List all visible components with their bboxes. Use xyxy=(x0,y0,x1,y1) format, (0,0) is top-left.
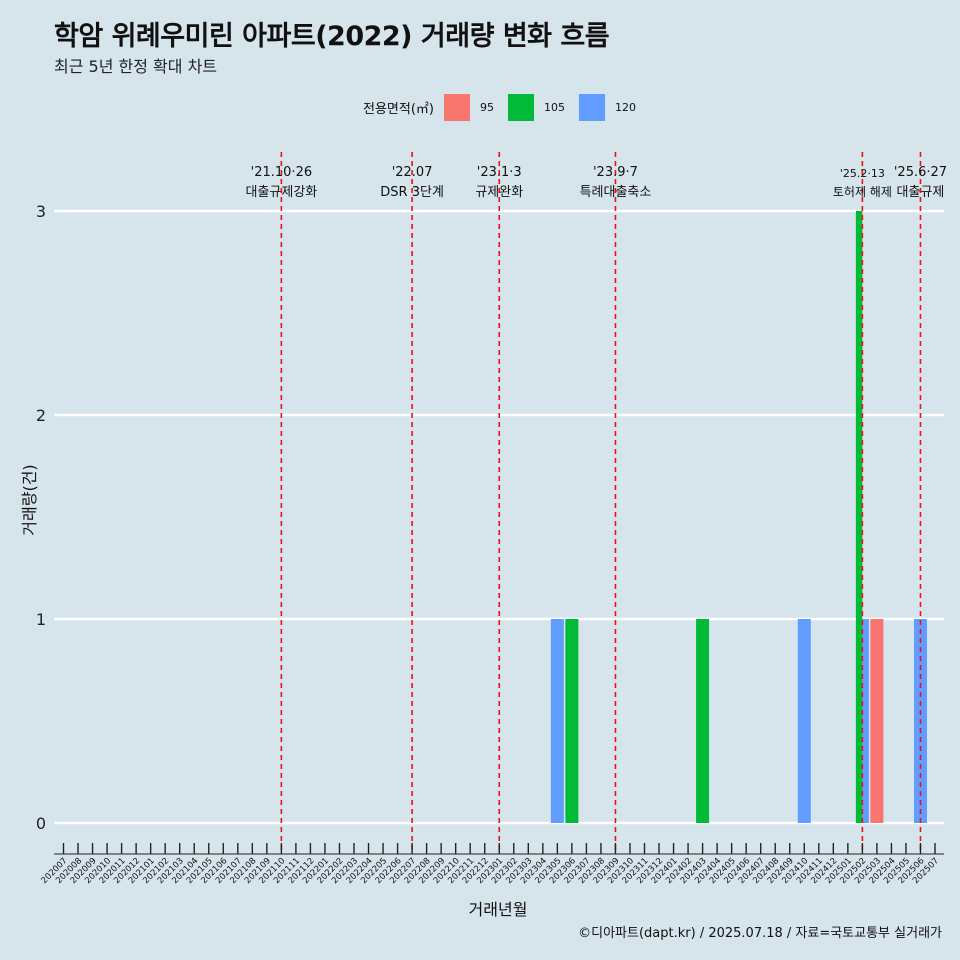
event-date-202301: '23.1·3 xyxy=(477,165,522,180)
chart-subtitle: 최근 5년 한정 확대 차트 xyxy=(54,57,218,76)
legend-swatch-105 xyxy=(507,93,534,121)
y-tick-label: 2 xyxy=(36,406,46,425)
bar-105-202403 xyxy=(696,619,710,823)
event-date-202207: '22.07 xyxy=(392,165,433,180)
event-date-202506: '25.6·27 xyxy=(894,165,947,180)
source-caption: ©디아파트(dapt.kr) / 2025.07.18 / 자료=국토교통부 실… xyxy=(578,926,942,941)
y-tick-label: 1 xyxy=(36,610,46,629)
bar-95-202503 xyxy=(870,619,884,823)
chart-title: 학암 위례우미린 아파트(2022) 거래량 변화 흐름 xyxy=(54,21,610,52)
legend-item-95: 95 xyxy=(443,93,500,121)
event-label-202110: 대출규제강화 xyxy=(245,185,317,200)
legend-label-120: 120 xyxy=(614,100,636,114)
legend-swatch-95 xyxy=(443,93,470,121)
event-label-202502: 토허제 해제 xyxy=(833,185,892,199)
bar-120-202502 xyxy=(862,619,869,823)
event-label-202309: 특례대출축소 xyxy=(580,185,652,200)
event-date-202110: '21.10·26 xyxy=(251,165,312,180)
event-label-202301: 규제완화 xyxy=(475,185,523,200)
event-date-202502: '25.2·13 xyxy=(840,167,885,180)
event-date-202309: '23.9·7 xyxy=(593,165,638,180)
legend: 전용면적(㎡) 95 105 120 xyxy=(363,93,650,121)
bar-105-202306 xyxy=(565,619,579,823)
y-tick-label: 0 xyxy=(36,814,46,833)
legend-swatch-120 xyxy=(578,93,605,121)
x-axis-label: 거래년월 xyxy=(468,900,528,919)
legend-item-105: 105 xyxy=(507,93,571,121)
legend-label-95: 95 xyxy=(479,100,494,114)
y-tick-label: 3 xyxy=(36,202,46,221)
legend-item-120: 120 xyxy=(578,93,642,121)
event-label-202207: DSR 3단계 xyxy=(380,185,444,200)
bar-120-202410 xyxy=(797,619,811,823)
legend-title: 전용면적(㎡) xyxy=(363,101,434,117)
bar-105-202502 xyxy=(855,211,863,823)
bar-120-202305 xyxy=(550,619,564,823)
event-label-202506: 대출규제 xyxy=(897,185,945,200)
legend-label-105: 105 xyxy=(543,100,565,114)
y-axis-label: 거래량(건) xyxy=(20,464,39,536)
